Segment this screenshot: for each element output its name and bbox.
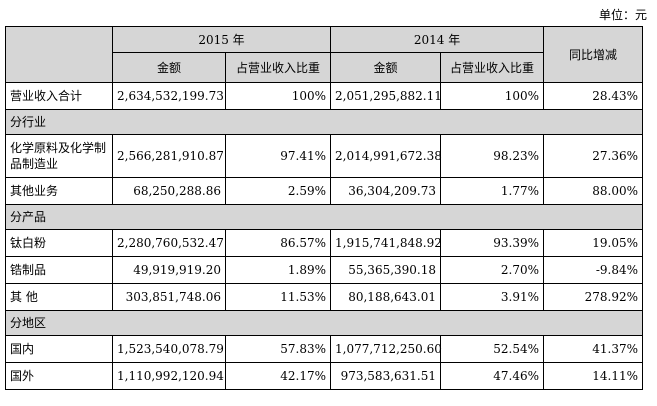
amount-2014: 973,583,631.51 xyxy=(330,362,442,390)
share-2014: 1.77% xyxy=(440,177,545,205)
share-2015: 2.59% xyxy=(224,177,332,205)
header-share-2014: 占营业收入比重 xyxy=(440,52,545,83)
table-row-total: 营业收入合计 2,634,532,199.73 100% 2,051,295,8… xyxy=(5,82,644,110)
share-2015: 42.17% xyxy=(224,362,332,390)
header-year-2014: 2014 年 xyxy=(330,26,545,53)
amount-2014: 1,077,712,250.60 xyxy=(330,335,442,363)
yoy-change: 41.37% xyxy=(543,335,644,363)
amount-2015: 49,919,919.20 xyxy=(112,256,226,284)
header-year-2015: 2015 年 xyxy=(111,26,332,53)
table-row: 化学原料及化学制品制造业 2,566,281,910.87 97.41% 2,0… xyxy=(5,134,644,178)
row-label: 锆制品 xyxy=(5,256,113,284)
yoy-change: 27.36% xyxy=(543,134,644,178)
amount-2015: 68,250,288.86 xyxy=(112,177,226,205)
section-row-product: 分产品 xyxy=(4,204,644,230)
section-label: 分地区 xyxy=(4,310,644,336)
header-yoy: 同比增减 xyxy=(543,26,644,83)
yoy-change: 278.92% xyxy=(543,283,644,311)
unit-label: 单位：元 xyxy=(598,8,647,22)
table-row: 其 他 303,851,748.06 11.53% 80,188,643.01 … xyxy=(5,283,644,311)
share-2015: 86.57% xyxy=(224,229,332,257)
yoy-change: 88.00% xyxy=(543,177,644,205)
row-label: 钛白粉 xyxy=(5,229,113,257)
table-row: 锆制品 49,919,919.20 1.89% 55,365,390.18 2.… xyxy=(5,256,644,284)
share-2014: 100% xyxy=(440,82,545,110)
section-row-region: 分地区 xyxy=(4,310,644,336)
share-2014: 93.39% xyxy=(440,229,545,257)
header-share-2015: 占营业收入比重 xyxy=(224,52,332,83)
amount-2014: 80,188,643.01 xyxy=(330,283,442,311)
amount-2015: 2,634,532,199.73 xyxy=(112,82,226,110)
header-row-years: 2015 年 2014 年 同比增减 xyxy=(5,26,644,83)
amount-2015: 1,110,992,120.94 xyxy=(112,362,226,390)
amount-2015: 1,523,540,078.79 xyxy=(112,335,226,363)
share-2014: 98.23% xyxy=(440,134,545,178)
share-2015: 1.89% xyxy=(224,256,332,284)
share-2015: 100% xyxy=(224,82,332,110)
header-row-columns: 金额 占营业收入比重 金额 占营业收入比重 xyxy=(6,52,643,83)
row-label: 其他业务 xyxy=(5,177,113,205)
row-label: 国外 xyxy=(5,362,113,390)
yoy-change: -9.84% xyxy=(543,256,644,284)
row-label: 其 他 xyxy=(5,283,113,311)
table-row: 国内 1,523,540,078.79 57.83% 1,077,712,250… xyxy=(5,335,644,363)
amount-2014: 2,051,295,882.11 xyxy=(330,82,442,110)
section-label: 分行业 xyxy=(4,109,644,135)
yoy-change: 14.11% xyxy=(543,362,644,390)
share-2014: 47.46% xyxy=(440,362,545,390)
amount-2015: 2,566,281,910.87 xyxy=(112,134,226,178)
yoy-change: 19.05% xyxy=(543,229,644,257)
row-label: 化学原料及化学制品制造业 xyxy=(5,134,113,178)
header-amount-2015: 金额 xyxy=(112,52,226,83)
section-label: 分产品 xyxy=(4,204,644,230)
share-2015: 11.53% xyxy=(224,283,332,311)
share-2015: 57.83% xyxy=(224,335,332,363)
table-row: 国外 1,110,992,120.94 42.17% 973,583,631.5… xyxy=(5,362,644,390)
header-corner xyxy=(5,26,113,83)
share-2014: 3.91% xyxy=(440,283,545,311)
share-2015: 97.41% xyxy=(224,134,332,178)
row-label: 国内 xyxy=(5,335,113,363)
amount-2015: 2,280,760,532.47 xyxy=(112,229,226,257)
share-2014: 52.54% xyxy=(440,335,545,363)
share-2014: 2.70% xyxy=(440,256,545,284)
revenue-table: 2015 年 2014 年 同比增减 金额 占营业收入比重 金额 占营业收入比重… xyxy=(4,26,644,390)
amount-2014: 55,365,390.18 xyxy=(330,256,442,284)
amount-2014: 2,014,991,672.38 xyxy=(330,134,442,178)
header-amount-2014: 金额 xyxy=(330,52,442,83)
table-row: 钛白粉 2,280,760,532.47 86.57% 1,915,741,84… xyxy=(5,229,644,257)
amount-2014: 1,915,741,848.92 xyxy=(330,229,442,257)
row-label: 营业收入合计 xyxy=(5,82,113,110)
yoy-change: 28.43% xyxy=(543,82,644,110)
amount-2015: 303,851,748.06 xyxy=(112,283,226,311)
table-row: 其他业务 68,250,288.86 2.59% 36,304,209.73 1… xyxy=(5,177,644,205)
section-row-industry: 分行业 xyxy=(4,109,644,135)
amount-2014: 36,304,209.73 xyxy=(330,177,442,205)
